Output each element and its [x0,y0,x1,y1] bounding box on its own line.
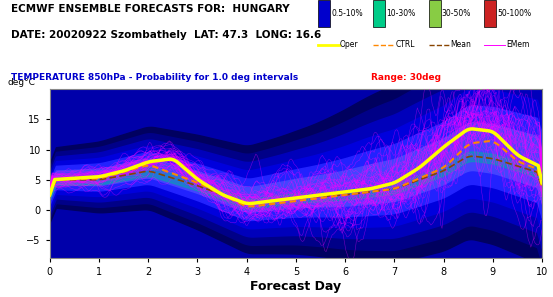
Text: CTRL: CTRL [395,40,415,49]
Text: Mean: Mean [451,40,472,49]
Text: DATE: 20020922 Szombathely  LAT: 47.3  LONG: 16.6: DATE: 20020922 Szombathely LAT: 47.3 LON… [11,30,321,40]
Text: deg°C: deg°C [8,78,36,87]
Text: EMem: EMem [506,40,529,49]
Text: ECMWF ENSEMBLE FORECASTS FOR:  HUNGARY: ECMWF ENSEMBLE FORECASTS FOR: HUNGARY [11,4,290,15]
X-axis label: Forecast Day: Forecast Day [251,280,341,293]
Text: 50-100%: 50-100% [497,9,531,18]
Text: 0.5-10%: 0.5-10% [331,9,363,18]
Text: 30-50%: 30-50% [442,9,471,18]
Text: Oper: Oper [340,40,359,49]
Text: TEMPERATURE 850hPa - Probability for 1.0 deg intervals: TEMPERATURE 850hPa - Probability for 1.0… [11,73,298,82]
Text: Range: 30deg: Range: 30deg [371,73,441,82]
Text: 10-30%: 10-30% [387,9,416,18]
